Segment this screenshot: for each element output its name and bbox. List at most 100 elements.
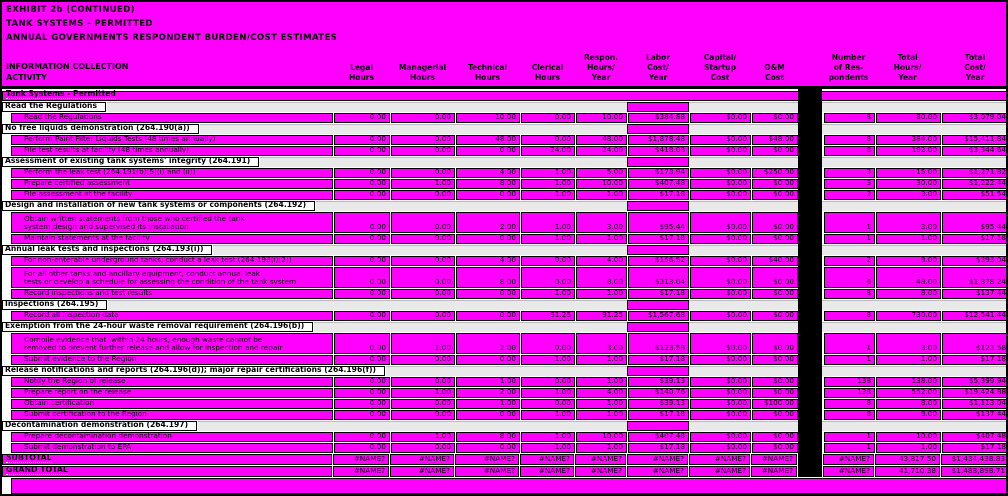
row-left-margin <box>2 443 10 453</box>
report-title-line3: ANNUAL GOVERNMENTS RESPONDENT BURDEN/COS… <box>6 33 338 43</box>
cell-om-cost: $0.00 <box>752 311 798 321</box>
cell-labor-cost: $407.48 <box>628 179 689 189</box>
cell-om-cost: $250.00 <box>752 168 798 178</box>
cell-om-cost: $0.00 <box>752 267 798 288</box>
cell-managerial-hours: 0.00 <box>391 256 455 266</box>
cell-technical-hours: 8.00 <box>456 267 520 288</box>
row-label: Submit demonstration to EPA <box>11 443 333 453</box>
cell-managerial-hours: 0.00 <box>391 113 455 123</box>
footer-band <box>2 478 1006 494</box>
cell-labor-cost: $123.58 <box>628 333 689 354</box>
row-left-margin <box>2 311 10 321</box>
cell-om-cost: $0.00 <box>752 410 798 420</box>
cell-total-hours: 384.00 <box>876 135 941 145</box>
cell-respondents: 138 <box>824 377 875 387</box>
total-label: SUBTOTAL <box>2 453 332 465</box>
cell-capital-cost: $0.00 <box>690 113 751 123</box>
cell-total-cost: $15,411.84 <box>942 135 1006 145</box>
data-row: For all other tanks and ancillary equipm… <box>2 267 1006 288</box>
report-title-line1: EXHIBIT 2b (CONTINUED) <box>6 5 135 15</box>
cell-labor-cost: $17.18 <box>628 190 689 200</box>
cell-technical-hours: 1.00 <box>456 377 520 387</box>
cell-capital-cost: $0.00 <box>690 135 751 145</box>
cell-managerial-hours: 0.00 <box>391 212 455 233</box>
cell-om-cost: $0.00 <box>752 443 798 453</box>
cell-respondent-hours: 91.25 <box>576 311 627 321</box>
cell-managerial-hours: #NAME? <box>390 466 454 477</box>
cell-managerial-hours: 0.00 <box>391 135 455 145</box>
section-row: Read the Regulations <box>2 102 1006 112</box>
cell-total-hours: 138.00 <box>876 377 941 387</box>
row-label: File assessment at the facility <box>11 190 333 200</box>
cell-total-cost: $1,222.44 <box>942 179 1006 189</box>
data-row: Record all inspection data 0.00 0.00 0.00 91… <box>2 311 1006 321</box>
cell-capital-cost: $0.00 <box>690 179 751 189</box>
cell-capital-cost: $0.00 <box>690 190 751 200</box>
cell-managerial-hours: 0.00 <box>391 443 455 453</box>
cell-total-hours: 43,817.50 <box>875 454 940 465</box>
cell-respondent-hours: 4.00 <box>576 388 627 398</box>
cell-total-hours: 15.00 <box>876 168 941 178</box>
report-title-line2: TANK SYSTEMS - PERMITTED <box>6 19 153 29</box>
band-row: Tank Systems - Permitted <box>2 90 1006 101</box>
row-left-margin <box>2 113 10 123</box>
cell-legal-hours: #NAME? <box>333 454 389 465</box>
cell-legal-hours: 0.00 <box>334 168 390 178</box>
data-row: Perform the leak test (264.191(b)(5)(i) … <box>2 168 1006 178</box>
cell-total-hours: 8.00 <box>876 289 941 299</box>
cell-total-cost: $19,424.88 <box>942 388 1006 398</box>
cell-respondents: 8 <box>824 113 875 123</box>
cell-respondents: 8 <box>824 410 875 420</box>
cell-clerical-hours: 1.00 <box>521 289 575 299</box>
cell-clerical-hours: 0.00 <box>521 399 575 409</box>
section-filler <box>108 300 1006 310</box>
cell-managerial-hours: 0.00 <box>391 355 455 365</box>
cell-clerical-hours: 1.00 <box>521 410 575 420</box>
row-label: Maintain statements at the facility <box>11 234 333 244</box>
section-row: Exemption from the 24-hour waste removal… <box>2 322 1006 332</box>
col-header-labor-cost: Labor Cost/ Year <box>645 53 671 82</box>
cell-respondent-hours: 1.00 <box>576 443 627 453</box>
cell-labor-cost: $17.18 <box>628 289 689 299</box>
cell-respondents: 8 <box>824 146 875 156</box>
subtotal-row: SUBTOTAL #NAME? #NAME? #NAME? #NAME? #NAME? #N… <box>2 453 1006 465</box>
cell-om-cost: $0.00 <box>752 432 798 442</box>
band-label: Tank Systems - Permitted <box>2 90 1006 101</box>
data-row: File test results at facility (48 times … <box>2 146 1006 156</box>
info-collection-activity-label: INFORMATION COLLECTION ACTIVITY <box>6 62 129 82</box>
section-label: Annual leak tests and inspections (264.1… <box>2 245 213 255</box>
cell-capital-cost: $0.00 <box>690 212 751 233</box>
cell-om-cost: $0.00 <box>752 190 798 200</box>
cell-capital-cost: $0.00 <box>690 146 751 156</box>
section-highlight-block <box>627 421 689 431</box>
section-highlight-block <box>627 300 689 310</box>
section-label: Assessment of existing tank systems' int… <box>2 157 260 167</box>
cell-clerical-hours: 1.00 <box>521 388 575 398</box>
cell-total-hours: 730.00 <box>876 311 941 321</box>
cell-total-cost: $17.18 <box>942 443 1006 453</box>
row-left-margin <box>2 333 10 354</box>
cell-total-cost: $12,541.44 <box>942 311 1006 321</box>
cell-respondents: 8 <box>824 399 875 409</box>
cell-clerical-hours: 91.25 <box>521 311 575 321</box>
cell-technical-hours: 0.00 <box>456 146 520 156</box>
cell-legal-hours: 0.00 <box>334 113 390 123</box>
data-row: Maintain statements at the facility 0.00 0… <box>2 234 1006 244</box>
cell-capital-cost: $0.00 <box>690 311 751 321</box>
data-row: Prepare certified assessment 0.00 1.00 8.00… <box>2 179 1006 189</box>
data-row: File assessment at the facility 0.00 0.00 0… <box>2 190 1006 200</box>
row-left-margin <box>2 179 10 189</box>
section-label: Inspections (264.195) <box>2 300 108 310</box>
cell-legal-hours: 0.00 <box>334 410 390 420</box>
cell-technical-hours: 0.00 <box>456 355 520 365</box>
cell-total-cost: $1,488,898.71 <box>941 466 1006 477</box>
row-label: Compile evidence that, within 24 hours, … <box>11 333 333 354</box>
row-left-margin <box>2 267 10 288</box>
cell-legal-hours: 0.00 <box>334 443 390 453</box>
cell-respondent-hours: 10.00 <box>576 113 627 123</box>
cell-clerical-hours: 1.00 <box>521 212 575 233</box>
cell-respondent-hours: 3.00 <box>576 212 627 233</box>
cell-respondents: 2 <box>824 256 875 266</box>
cell-total-hours: 10.00 <box>876 432 941 442</box>
